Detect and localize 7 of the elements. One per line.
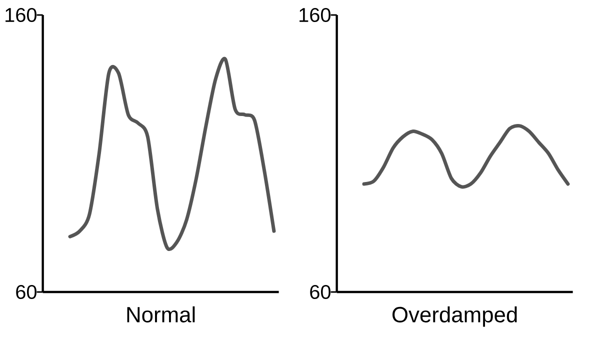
line-series bbox=[362, 124, 570, 189]
y-tick-label: 160 bbox=[6, 8, 36, 22]
x-axis-title: Normal bbox=[127, 306, 195, 322]
y-tick-label: 60 bbox=[16, 284, 37, 300]
y-tick-label: 160 bbox=[300, 8, 331, 22]
y-tick-label: 60 bbox=[310, 284, 331, 300]
x-axis-title: Overdamped bbox=[392, 306, 517, 327]
